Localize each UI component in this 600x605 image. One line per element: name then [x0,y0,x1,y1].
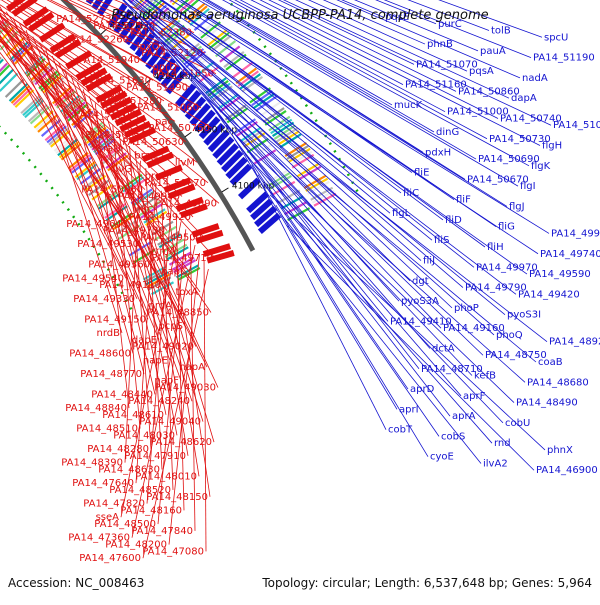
right-gene-label: PA14_51190 [533,53,595,64]
right-gene-label: fliS [434,235,449,246]
left-gene-label: PA14_48150 [146,492,208,503]
genome-title: Pseudomonas aeruginosa UCBPP-PA14, compl… [0,8,600,23]
right-gene-label: flgK [531,161,551,172]
left-gene-label: PA14_51490 [126,82,188,93]
right-gene-label: pqsA [469,66,494,77]
right-gene-label: pyoS3I [507,310,541,321]
right-gene-label: flgJ [509,201,525,212]
right-gene-label: PA14_49420 [518,289,580,300]
right-gene-label: PA14_48680 [527,377,589,388]
position-tick [222,188,229,192]
right-gene-label: PA14_51090 [553,120,600,131]
left-gene-label: PA14_51940 [78,55,140,66]
accession-label: Accession: NC_008463 [8,576,144,590]
left-gene-label: PA14_49890 [155,198,217,209]
right-gene-label: pyoS3A [401,296,439,307]
left-gene-label: PA14_47600 [79,553,141,564]
right-gene-label: flgH [542,141,562,152]
right-gene-label: dapA [511,93,537,104]
right-gene-label: coaB [538,357,563,368]
right-gene-label: PA14_48490 [516,398,578,409]
right-gene-label: rnd [494,438,511,449]
right-gene-label: PA14_46900 [536,465,598,476]
right-gene-label: dgt [412,276,429,287]
right-gene-label: flgI [520,181,536,192]
left-gene-label: PA14_51060 [137,103,199,114]
right-gene-label: phnB [427,39,453,50]
right-gene-label: fliG [498,222,515,233]
right-gene-label: phnX [547,445,573,456]
left-gene-label: nrdB [97,328,121,339]
left-gene-label: PA14_47080 [142,546,204,557]
right-gene-label: fliF [456,195,471,206]
left-gene-label: PA14_48770 [80,369,142,380]
right-gene-label: ilvA2 [483,458,508,469]
right-gene-label: pauA [480,46,506,57]
right-gene-label: fliJ [423,256,435,267]
right-gene-label: cyoE [430,452,454,463]
right-label-leader [191,78,419,369]
right-gene-label: tolB [491,26,511,37]
topology-label: Topology: circular; Length: 6,537,648 bp… [262,576,592,590]
left-gene-label: PA14_48600 [69,348,131,359]
left-gene-label: PA14_47840 [131,526,193,537]
right-label-leader [145,24,441,328]
right-gene-label: aprD [410,384,435,395]
right-gene-label: PA14_49930 [551,228,600,239]
right-gene-label: spcU [544,32,568,43]
right-gene-label: PA14_49740 [540,249,600,260]
left-gene-label: PA14_50070 [144,178,206,189]
right-gene-label: dinG [436,127,459,138]
right-gene-label: kefB [474,371,496,382]
right-gene-label: PA14_49590 [529,269,591,280]
right-gene-label: cobS [441,431,465,442]
right-gene-label: PA14_48920 [549,337,600,348]
right-gene-label: cobU [505,418,530,429]
right-gene-label: nadA [522,73,548,84]
